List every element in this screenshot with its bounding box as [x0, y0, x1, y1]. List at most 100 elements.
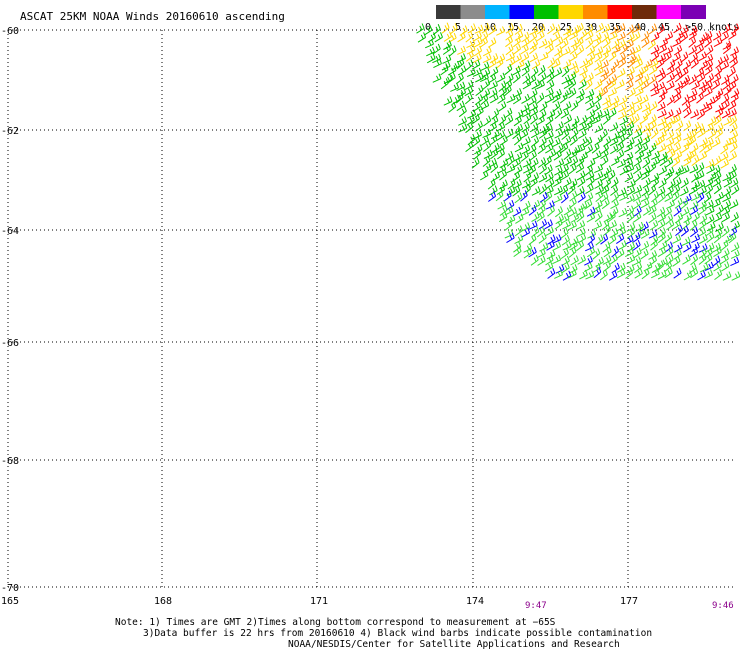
wind-barb — [720, 158, 729, 169]
wind-barb — [641, 165, 651, 176]
wind-barb — [465, 122, 474, 134]
wind-barb — [425, 39, 434, 49]
wind-barb — [640, 248, 649, 260]
wind-barb — [699, 141, 707, 153]
wind-barb — [731, 184, 740, 196]
wind-barb — [682, 100, 691, 112]
wind-barb — [569, 190, 578, 202]
wind-barb — [688, 36, 697, 48]
wind-barb — [490, 129, 500, 140]
colorbar-label-50: >50 — [685, 22, 703, 33]
wind-barb — [706, 221, 716, 232]
wind-barb — [595, 256, 604, 267]
wind-barb — [513, 151, 523, 162]
wind-barb — [610, 177, 619, 189]
wind-barb — [648, 184, 657, 196]
wind-barb — [720, 253, 729, 265]
wind-barb — [537, 65, 546, 76]
wind-barb — [696, 92, 704, 104]
wind-barb — [640, 240, 650, 251]
wind-barb — [536, 115, 545, 126]
wind-barb — [618, 95, 628, 106]
wind-barb — [627, 57, 636, 69]
wind-barb — [506, 200, 515, 211]
wind-barb — [587, 175, 595, 187]
wind-barb — [584, 78, 593, 91]
wind-barb — [585, 242, 594, 252]
colorbar-swatch — [583, 5, 608, 19]
wind-barb — [609, 100, 619, 111]
wind-barb — [544, 191, 553, 203]
wind-barb — [680, 225, 689, 237]
wind-barb — [544, 219, 553, 230]
wind-barb — [611, 131, 620, 141]
wind-barb — [706, 164, 715, 175]
wind-barb — [536, 30, 545, 42]
wind-barb — [642, 205, 652, 216]
wind-barb — [505, 128, 514, 139]
wind-barb — [641, 102, 651, 113]
wind-barb — [514, 109, 524, 120]
wind-barb — [703, 102, 713, 113]
wind-barb — [474, 24, 484, 34]
colorbar-swatch — [509, 5, 535, 19]
wind-barb — [609, 122, 619, 132]
wind-barb — [619, 191, 629, 202]
wind-barb — [633, 205, 642, 217]
wind-barb — [568, 207, 577, 218]
wind-barb — [728, 232, 737, 244]
wind-barb — [442, 44, 451, 55]
wind-barb — [657, 116, 667, 126]
wind-barb — [473, 45, 483, 57]
wind-barb — [672, 37, 682, 47]
wind-barb — [536, 92, 545, 104]
wind-barb — [633, 247, 642, 259]
colorbar-swatch — [436, 5, 461, 19]
wind-barb — [579, 115, 588, 126]
wind-barb — [640, 228, 650, 239]
wind-barb — [683, 131, 693, 141]
wind-barb — [506, 164, 516, 174]
wind-barb — [697, 127, 706, 139]
wind-barb — [640, 64, 649, 76]
wind-barb — [648, 161, 657, 173]
wind-barb — [602, 113, 611, 125]
wind-barb — [681, 94, 690, 106]
wind-barb — [512, 185, 521, 197]
wind-barb — [691, 171, 699, 183]
wind-barb — [595, 234, 604, 246]
wind-barb — [715, 57, 723, 69]
wind-barb — [689, 246, 699, 258]
wind-barb — [490, 161, 499, 173]
wind-barb — [704, 123, 714, 133]
wind-barb — [705, 183, 714, 195]
wind-barb — [617, 262, 626, 273]
lon-label-177: 177 — [620, 596, 638, 607]
wind-barb — [503, 190, 512, 202]
wind-barb — [426, 46, 435, 57]
wind-barb — [585, 89, 595, 99]
wind-barb — [594, 171, 604, 181]
wind-barb — [600, 86, 609, 98]
wind-barb — [665, 80, 675, 91]
wind-barb — [458, 123, 468, 133]
wind-barb — [593, 36, 602, 49]
wind-barb — [482, 163, 492, 174]
wind-barb — [554, 218, 563, 230]
wind-barb — [489, 80, 498, 90]
wind-barb — [554, 128, 564, 139]
wind-barb — [608, 78, 617, 90]
wind-barb — [607, 211, 616, 223]
wind-barb — [568, 121, 578, 132]
wind-barb — [626, 66, 635, 77]
wind-barb — [531, 186, 541, 196]
wind-barb — [633, 163, 642, 175]
wind-barb — [514, 192, 523, 204]
wind-barb — [456, 58, 465, 70]
wind-barb — [683, 242, 692, 253]
wind-barb — [479, 72, 489, 83]
wind-barb — [488, 58, 497, 69]
wind-barb — [521, 144, 531, 155]
wind-barb — [674, 242, 683, 253]
wind-barb — [697, 270, 706, 281]
